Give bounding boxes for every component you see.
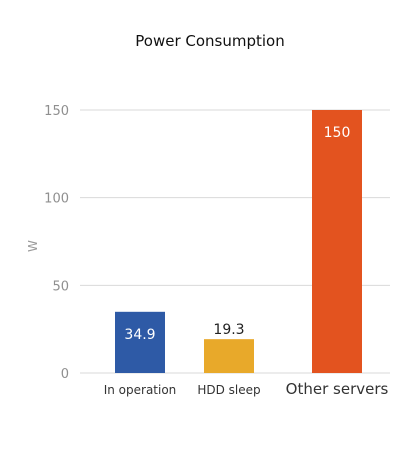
category-label: HDD sleep — [197, 383, 260, 397]
bar-in-operation — [115, 311, 165, 373]
y-tick-label: 150 — [44, 104, 69, 119]
data-label: 150 — [324, 125, 351, 141]
chart-title: Power Consumption — [135, 32, 284, 50]
category-label: In operation — [104, 383, 177, 397]
category-label: Other servers — [286, 380, 389, 398]
data-labels: 34.9 19.3 150 — [124, 125, 350, 343]
y-tick-label: 50 — [52, 279, 69, 294]
y-axis-label: W — [26, 240, 40, 252]
y-tick-label: 0 — [61, 367, 69, 382]
category-labels: In operation HDD sleep Other servers — [104, 380, 389, 398]
bar-hdd-sleep — [204, 339, 254, 373]
y-tick-label: 100 — [44, 192, 69, 207]
data-label: 34.9 — [124, 327, 155, 343]
data-label: 19.3 — [213, 322, 244, 338]
bars — [115, 110, 362, 373]
bar-other-servers — [312, 110, 362, 373]
y-tick-labels: 0 50 100 150 — [44, 104, 69, 382]
